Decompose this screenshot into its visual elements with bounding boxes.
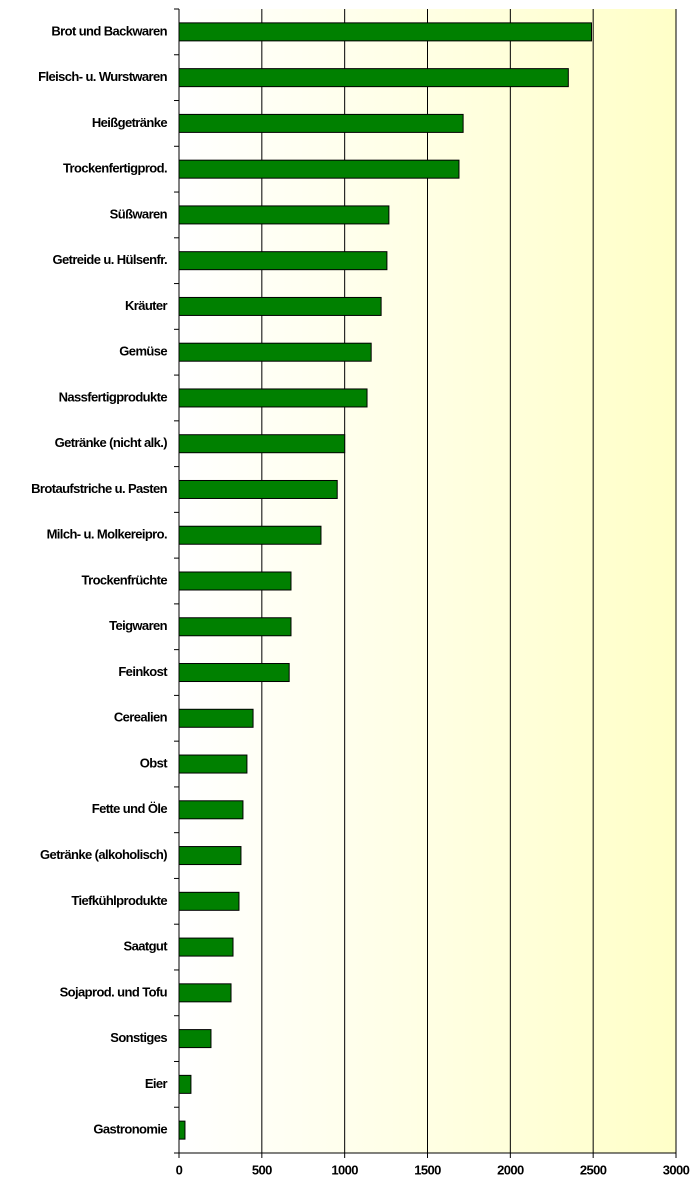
- y-tick-label: Milch- u. Molkereipro.: [47, 527, 167, 542]
- x-tick-label: 2000: [497, 1162, 524, 1177]
- bar: [178, 891, 240, 911]
- bar: [178, 22, 593, 42]
- bar: [178, 1120, 186, 1140]
- bar: [178, 479, 338, 499]
- x-tick-label: 3000: [663, 1162, 690, 1177]
- y-tick-label: Trockenfrüchte: [81, 572, 167, 587]
- bar: [178, 617, 292, 637]
- bar: [178, 937, 234, 957]
- y-tick-label: Brotaufstriche u. Pasten: [31, 481, 168, 496]
- bar: [178, 68, 569, 88]
- bar: [178, 296, 382, 316]
- bar: [178, 846, 242, 866]
- bar: [178, 434, 346, 454]
- y-tick-label: Fette und Öle: [92, 801, 168, 816]
- y-tick-label: Brot und Backwaren: [51, 23, 167, 38]
- y-tick-label: Gastronomie: [93, 1122, 167, 1137]
- y-tick-label: Obst: [140, 755, 168, 770]
- x-tick-label: 1000: [331, 1162, 358, 1177]
- bar: [178, 1029, 212, 1049]
- y-tick-label: Teigwaren: [109, 618, 168, 633]
- y-tick-label: Eier: [145, 1076, 168, 1091]
- y-tick-label: Sonstiges: [110, 1030, 167, 1045]
- y-tick-label: Tiefkühlprodukte: [71, 893, 167, 908]
- bar: [178, 571, 292, 591]
- bar: [178, 663, 290, 683]
- y-tick-label: Gemüse: [119, 344, 167, 359]
- x-tick-label: 500: [252, 1162, 272, 1177]
- y-tick-label: Cerealien: [114, 710, 168, 725]
- bar: [178, 754, 248, 774]
- y-tick-label: Trockenfertigprod.: [63, 161, 167, 176]
- bar: [178, 983, 232, 1003]
- y-tick-label: Sojaprod. und Tofu: [60, 984, 168, 999]
- y-tick-label: Getränke (alkoholisch): [40, 847, 167, 862]
- y-tick-label: Feinkost: [118, 664, 168, 679]
- bar: [178, 113, 464, 133]
- x-tick-label: 1500: [414, 1162, 441, 1177]
- bar: [178, 159, 460, 179]
- y-tick-label: Saatgut: [124, 939, 169, 954]
- y-tick-label: Getränke (nicht alk.): [55, 435, 168, 450]
- y-tick-label: Nassfertigprodukte: [59, 389, 168, 404]
- bar: [178, 388, 368, 408]
- bar: [178, 1074, 192, 1094]
- bar: [178, 251, 388, 271]
- y-tick-label: Kräuter: [125, 298, 168, 313]
- y-tick-label: Fleisch- u. Wurstwaren: [38, 69, 168, 84]
- bar: [178, 708, 254, 728]
- bar: [178, 205, 390, 225]
- bar: [178, 342, 372, 362]
- bar: [178, 525, 322, 545]
- bar: [178, 800, 244, 820]
- x-tick-label: 0: [176, 1162, 183, 1177]
- y-tick-label: Heißgetränke: [92, 115, 168, 130]
- y-tick-label: Getreide u. Hülsenfr.: [52, 252, 167, 267]
- x-tick-label: 2500: [580, 1162, 607, 1177]
- y-tick-label: Süßwaren: [110, 206, 168, 221]
